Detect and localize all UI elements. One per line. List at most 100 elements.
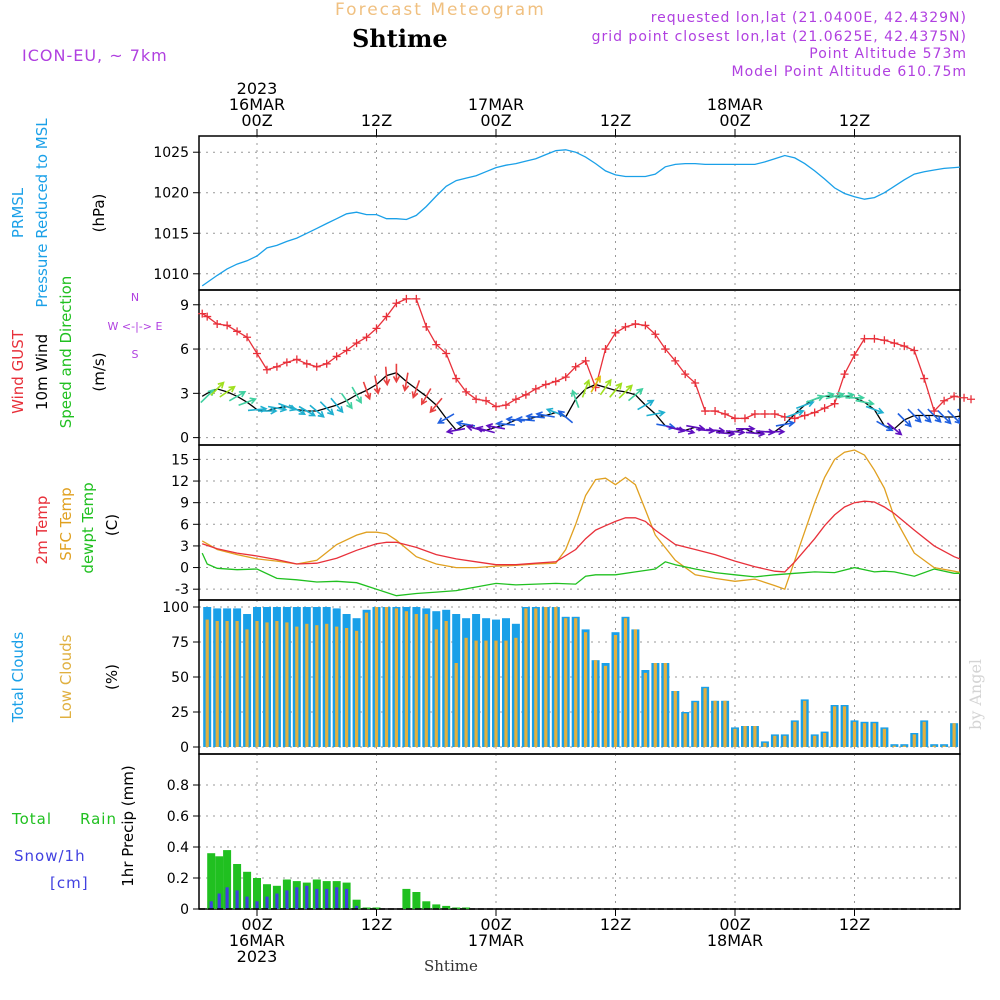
wind-arrow xyxy=(362,381,372,401)
low-clouds-bar xyxy=(902,745,906,747)
gust-marker xyxy=(800,411,809,420)
y-tick-label: 50 xyxy=(171,670,189,686)
compass-north: N xyxy=(131,291,139,304)
wind-arrow xyxy=(957,408,960,413)
low-clouds-bar xyxy=(892,745,896,747)
wind-arrow xyxy=(855,399,875,407)
y-tick-label: 0.8 xyxy=(167,778,189,794)
wind-label: 10m Wind xyxy=(33,334,51,410)
low-clouds-bar xyxy=(673,691,677,747)
wind-arrow xyxy=(436,413,455,424)
gust-marker xyxy=(671,356,680,365)
gust-marker xyxy=(641,321,650,330)
gust-marker xyxy=(731,414,739,423)
low-clouds-bar xyxy=(574,618,578,747)
low-clouds-bar xyxy=(723,700,727,747)
wind-arrow xyxy=(219,385,236,398)
low-clouds-bar xyxy=(414,614,418,747)
wind-arrow xyxy=(736,425,756,433)
gust-marker xyxy=(272,362,281,371)
sfc-temp-label: SFC Temp xyxy=(57,487,75,560)
gust-marker xyxy=(950,392,959,401)
low-clouds-bar xyxy=(783,735,787,747)
snow-bar xyxy=(209,901,213,909)
x-tick-label-bottom: 18MAR xyxy=(707,931,763,950)
pressure-label-short: PRMSL xyxy=(9,187,27,238)
gust-marker xyxy=(482,396,491,405)
low-clouds-bar xyxy=(345,628,349,747)
snow-bar xyxy=(305,885,309,909)
low-clouds-bar xyxy=(932,745,936,747)
gust-marker xyxy=(691,379,700,387)
gust-marker xyxy=(810,408,819,417)
wind-arrow xyxy=(288,404,307,415)
low-clouds-bar xyxy=(404,611,408,747)
wind-arrow xyxy=(557,410,574,424)
x-tick-label-bottom: 2023 xyxy=(237,947,278,966)
low-clouds-bar xyxy=(952,723,956,747)
gust-marker xyxy=(860,334,869,343)
low-clouds-bar xyxy=(623,618,628,747)
y-tick-label: 0.2 xyxy=(167,871,189,887)
snow-bar xyxy=(275,893,279,909)
x-tick-label-top: 12Z xyxy=(361,111,392,130)
y-tick-label: 1015 xyxy=(153,226,189,242)
low-clouds-bar xyxy=(464,637,468,747)
low-clouds-bar xyxy=(753,726,757,747)
gust-marker xyxy=(223,321,232,330)
low-clouds-bar xyxy=(823,733,827,747)
pressure-unit-label: (hPa) xyxy=(90,194,108,233)
gust-marker xyxy=(651,330,660,339)
pressure-line xyxy=(201,149,960,287)
panel-frame xyxy=(198,444,961,601)
x-tick-label-bottom: 00Z xyxy=(719,915,750,934)
gust-marker xyxy=(920,374,929,383)
low-clouds-bar xyxy=(374,607,379,747)
low-clouds-bar xyxy=(882,728,886,747)
y-tick-label: 12 xyxy=(171,474,189,490)
snow-bar xyxy=(295,887,299,909)
page-title: Shtime xyxy=(352,24,448,53)
rain-bar xyxy=(243,871,252,909)
low-clouds-bar xyxy=(514,637,518,747)
x-tick-label-bottom: 00Z xyxy=(241,915,272,934)
rain-bar xyxy=(233,864,242,909)
wind-arrow xyxy=(373,375,381,395)
low-clouds-bar xyxy=(703,688,707,747)
low-clouds-bar xyxy=(245,629,249,747)
gust-marker xyxy=(581,356,590,365)
clouds-unit-label: (%) xyxy=(103,664,121,690)
gust-marker xyxy=(452,374,461,383)
wind-arrow xyxy=(886,422,903,436)
snow-bar xyxy=(217,893,221,909)
low-clouds-bar xyxy=(912,734,916,747)
gust-marker xyxy=(422,322,431,331)
super-title: Forecast Meteogram xyxy=(335,0,546,20)
gust-marker xyxy=(312,362,321,371)
snow-bar xyxy=(225,887,229,909)
y-tick-label: 9 xyxy=(180,496,189,512)
rain-bar xyxy=(207,853,216,909)
wind-arrow xyxy=(917,408,932,423)
gust-marker xyxy=(462,387,471,396)
y-tick-label: 100 xyxy=(162,600,189,616)
snow-bar xyxy=(285,890,289,909)
low-clouds-bar xyxy=(564,618,568,747)
gust-marker xyxy=(262,365,271,374)
wind-arrow xyxy=(319,401,335,416)
x-tick-label-top: 00Z xyxy=(241,111,272,130)
sfc-temp-line xyxy=(201,449,960,591)
wind-arrow xyxy=(786,409,805,418)
gust-marker xyxy=(332,352,341,361)
wind-arrow xyxy=(351,386,362,405)
low-clouds-bar xyxy=(922,721,926,747)
wind-arrow xyxy=(495,420,515,428)
total-clouds-bar xyxy=(960,709,968,747)
gust-marker xyxy=(890,339,899,348)
panel-frame xyxy=(198,289,961,446)
gust-marker xyxy=(198,309,207,318)
gust-marker xyxy=(790,414,799,423)
snow-bar xyxy=(355,905,359,909)
y-tick-label: 15 xyxy=(171,452,189,468)
